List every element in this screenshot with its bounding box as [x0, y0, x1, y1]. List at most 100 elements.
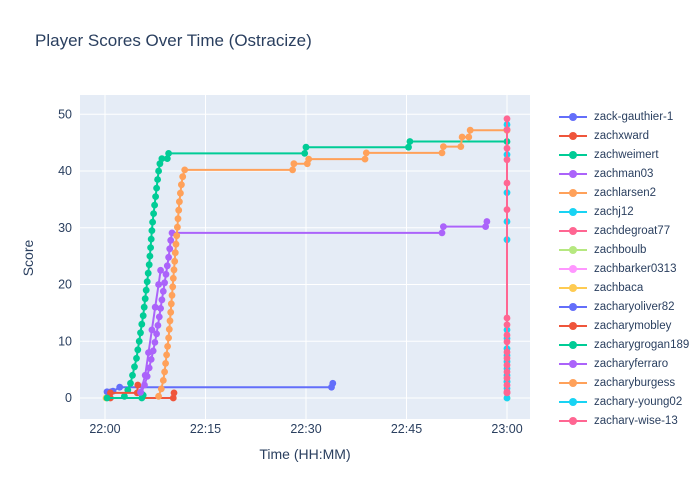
trace-marker-zachlarsen2[interactable]: [466, 126, 474, 134]
trace-marker-zachary-wise-13[interactable]: [503, 368, 511, 376]
trace-marker-zachlarsen2[interactable]: [157, 385, 165, 393]
trace-marker-zachweimert[interactable]: [302, 143, 310, 151]
trace-marker-zachlarsen2[interactable]: [168, 291, 176, 299]
trace-marker-zachlarsen2[interactable]: [289, 166, 296, 174]
trace-marker-zachlarsen2[interactable]: [163, 351, 171, 359]
trace-marker-zachlarsen2[interactable]: [458, 133, 466, 141]
trace-marker-zachlarsen2[interactable]: [465, 133, 473, 141]
trace-marker-zachweimert[interactable]: [165, 150, 173, 157]
legend-item-zachman03[interactable]: zachman03: [558, 164, 689, 183]
trace-marker-zachweimert[interactable]: [150, 210, 158, 218]
trace-marker-zachweimert[interactable]: [146, 252, 154, 260]
trace-marker-zachweimert[interactable]: [139, 312, 147, 320]
trace-marker-zachman03[interactable]: [438, 229, 446, 237]
trace-marker-zachman03[interactable]: [151, 339, 159, 346]
trace-marker-zachlarsen2[interactable]: [290, 160, 298, 168]
trace-marker-zachary-wise-13[interactable]: [503, 321, 511, 329]
trace-marker-zachman03[interactable]: [165, 253, 173, 261]
trace-marker-zachlarsen2[interactable]: [178, 181, 185, 189]
trace-marker-zachweimert[interactable]: [133, 354, 140, 362]
trace-marker-zachlarsen2[interactable]: [155, 392, 163, 400]
legend-item-zachlarsen2[interactable]: zachlarsen2: [558, 183, 689, 202]
trace-marker-zachlarsen2[interactable]: [179, 173, 187, 181]
trace-marker-zachary-wise-13[interactable]: [503, 374, 511, 382]
trace-marker-zachlarsen2[interactable]: [167, 300, 175, 308]
trace-marker-zachlarsen2[interactable]: [440, 143, 447, 151]
trace-marker-zachweimert[interactable]: [158, 155, 166, 163]
legend-item-zack-gauthier-1[interactable]: zack-gauthier-1: [558, 107, 689, 126]
trace-marker-zachxward[interactable]: [170, 389, 178, 397]
trace-marker-zachweimert[interactable]: [141, 295, 149, 303]
legend-item-zachary-young02[interactable]: zachary-young02: [558, 392, 689, 411]
trace-marker-zachweimert[interactable]: [154, 176, 162, 183]
legend-item-zacharyferraro[interactable]: zacharyferraro: [558, 354, 689, 373]
trace-marker-zachweimert[interactable]: [143, 278, 151, 286]
trace-marker-zachary-young02[interactable]: [503, 394, 511, 402]
trace-marker-zachary-wise-13[interactable]: [503, 314, 511, 322]
trace-marker-zachweimert[interactable]: [137, 329, 144, 337]
trace-marker-zachlarsen2[interactable]: [166, 317, 174, 325]
trace-marker-zacharymobley[interactable]: [134, 381, 142, 389]
legend-item-zachj12[interactable]: zachj12: [558, 202, 689, 221]
trace-marker-zachman03[interactable]: [163, 262, 171, 270]
trace-marker-zachweimert[interactable]: [156, 160, 164, 168]
trace-marker-zachman03[interactable]: [154, 322, 162, 329]
trace-marker-zachlarsen2[interactable]: [165, 334, 173, 342]
trace-marker-zacharyferraro[interactable]: [141, 371, 149, 379]
trace-marker-zachweimert[interactable]: [138, 320, 146, 328]
trace-marker-zachlarsen2[interactable]: [171, 257, 179, 265]
trace-marker-zachweimert[interactable]: [134, 346, 142, 354]
trace-marker-zachary-wise-13[interactable]: [503, 331, 511, 339]
trace-marker-zachlarsen2[interactable]: [170, 266, 178, 274]
trace-marker-zachweimert[interactable]: [145, 261, 153, 269]
trace-marker-zachlarsen2[interactable]: [165, 325, 173, 333]
trace-marker-zachweimert[interactable]: [406, 138, 414, 145]
trace-marker-zachweimert[interactable]: [155, 167, 163, 175]
legend-item-zacharyoliver82[interactable]: zacharyoliver82: [558, 297, 689, 316]
trace-marker-zachweimert[interactable]: [149, 218, 157, 226]
legend-item-zacharygrogan189[interactable]: zacharygrogan189: [558, 335, 689, 354]
trace-marker-zachman03[interactable]: [162, 270, 170, 278]
trace-marker-zachlarsen2[interactable]: [177, 189, 184, 197]
trace-marker-zachweimert[interactable]: [147, 235, 155, 243]
trace-marker-zachweimert[interactable]: [142, 286, 150, 294]
trace-marker-zacharyferraro[interactable]: [137, 388, 144, 396]
trace-marker-zack-gauthier-1[interactable]: [329, 379, 337, 387]
trace-marker-zachweimert[interactable]: [163, 155, 171, 163]
trace-marker-zachweimert[interactable]: [127, 379, 134, 387]
trace-marker-zachman03[interactable]: [158, 296, 166, 304]
trace-marker-zachary-wise-13[interactable]: [503, 388, 511, 396]
trace-marker-zachlarsen2[interactable]: [159, 377, 167, 384]
trace-marker-zachman03[interactable]: [159, 287, 167, 295]
trace-marker-zachlarsen2[interactable]: [305, 155, 313, 163]
trace-marker-zachweimert[interactable]: [124, 386, 132, 394]
trace-marker-zachweimert[interactable]: [405, 143, 412, 151]
trace-marker-zachman03[interactable]: [482, 223, 489, 231]
legend-item-zachbaca[interactable]: zachbaca: [558, 278, 689, 297]
trace-marker-zachlarsen2[interactable]: [174, 215, 182, 223]
trace-marker-zachweimert[interactable]: [147, 244, 155, 252]
trace-marker-zack-gauthier-1[interactable]: [116, 383, 124, 391]
trace-marker-zachary-wise-13[interactable]: [503, 126, 511, 133]
trace-marker-zachweimert[interactable]: [135, 337, 143, 345]
trace-marker-zachary-wise-13[interactable]: [503, 354, 511, 362]
trace-marker-zachweimert[interactable]: [140, 303, 148, 311]
trace-marker-zacharygrogan189[interactable]: [103, 394, 111, 402]
legend-item-zachbarker0313[interactable]: zachbarker0313: [558, 259, 689, 278]
trace-marker-zachary-wise-13[interactable]: [503, 348, 511, 356]
trace-marker-zachman03[interactable]: [166, 245, 174, 253]
trace-marker-zachary-wise-13[interactable]: [503, 115, 511, 123]
trace-marker-zachlarsen2[interactable]: [164, 343, 172, 350]
trace-marker-zachman03[interactable]: [147, 356, 155, 363]
legend-item-zachary-wise-13[interactable]: zachary-wise-13: [558, 411, 689, 425]
trace-marker-zachlarsen2[interactable]: [175, 206, 183, 214]
trace-marker-zachlarsen2[interactable]: [169, 274, 177, 282]
legend-item-zachxward[interactable]: zachxward: [558, 126, 689, 145]
trace-marker-zachman03[interactable]: [153, 330, 161, 338]
trace-marker-zachman03[interactable]: [155, 313, 163, 321]
trace-marker-zachweimert[interactable]: [144, 269, 152, 277]
trace-marker-zachary-wise-13[interactable]: [503, 156, 511, 164]
trace-marker-zachary-wise-13[interactable]: [503, 338, 511, 346]
trace-marker-zachweimert[interactable]: [148, 227, 156, 235]
trace-marker-zacharymobley[interactable]: [107, 389, 114, 397]
